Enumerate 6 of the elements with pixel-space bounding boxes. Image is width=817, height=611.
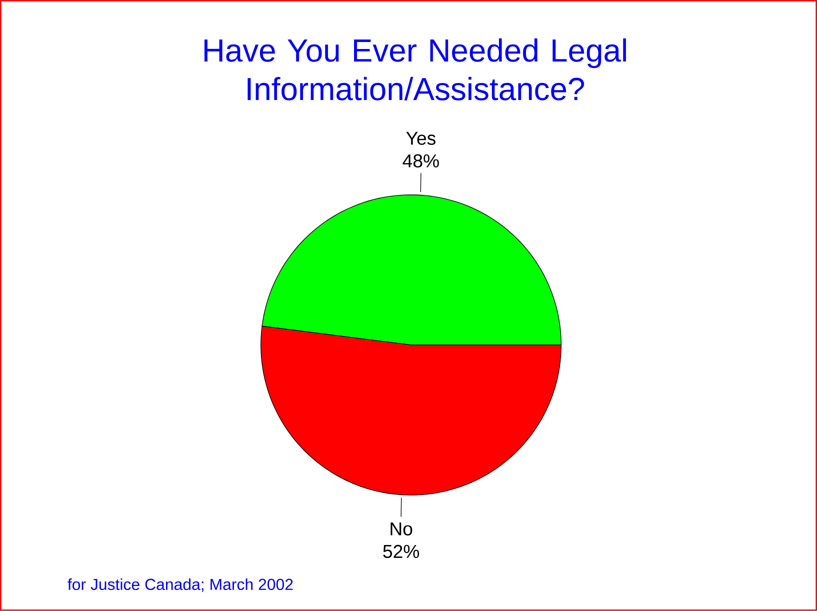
text: for Justice Canada; March 2002 (68, 578, 293, 592)
data-label: 52% (383, 544, 420, 558)
data-label: 48% (402, 154, 439, 168)
slice-label: Yes (406, 132, 436, 145)
chart-title: Have You Ever Needed Legal Information/Assistance? (204, 38, 626, 100)
slice-label: No (390, 522, 412, 536)
